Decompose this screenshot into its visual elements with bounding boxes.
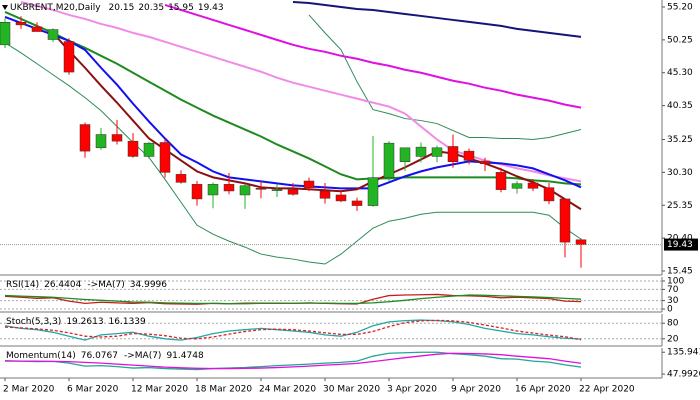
y-tick-label: 50.25	[667, 35, 693, 45]
y-tick-label: 30.30	[667, 168, 693, 178]
series-last-value: 26.4404	[44, 280, 81, 290]
panel-header: Stoch(5,3,3) 19.2613 16.1339	[6, 317, 146, 327]
series-name: ->MA(7)	[124, 351, 161, 361]
panel-header: UKBRENT,M20,Daily 20.15 20.35 15.95 19.43	[10, 3, 224, 13]
candle-body	[447, 146, 459, 162]
series-line	[5, 352, 582, 370]
price-label: 19.43	[667, 240, 693, 250]
candle-body	[303, 180, 315, 188]
candle-body	[431, 147, 443, 157]
candle-body	[511, 183, 523, 189]
y-tick-label: 35.25	[667, 135, 693, 145]
candle-body	[15, 22, 27, 26]
series-line	[4, 11, 582, 186]
series-last-value: 76.0767	[81, 351, 118, 361]
candle-body	[399, 147, 411, 162]
x-tick-label: 24 Mar 2020	[259, 385, 316, 395]
x-tick-label: 16 Apr 2020	[515, 385, 571, 395]
x-tick-label: 6 Mar 2020	[67, 385, 119, 395]
candle-body	[223, 184, 235, 192]
candle-body	[479, 160, 491, 164]
candle-body	[335, 194, 347, 202]
series-name: ->MA(7)	[87, 280, 124, 290]
series-line	[52, 32, 582, 211]
series-line	[4, 42, 582, 265]
series-line	[292, 0, 582, 38]
y-tick-label: 25.35	[667, 201, 693, 211]
series-last-value: 19.2613	[66, 317, 103, 327]
ohlc-value: 19.43	[198, 3, 224, 13]
candle-body	[79, 124, 91, 152]
y-tick-label: 20	[667, 334, 679, 344]
chart-icon	[2, 5, 8, 10]
y-tick-label: 0	[667, 305, 673, 315]
ohlc-value: 20.15	[109, 3, 135, 13]
candle-body	[47, 29, 59, 40]
x-tick-label: 22 Apr 2020	[579, 385, 635, 395]
candle-body	[527, 182, 539, 189]
series-line	[308, 14, 582, 140]
candle-body	[383, 142, 395, 178]
candle-body	[191, 184, 203, 200]
candle-body	[287, 189, 299, 195]
series-line	[4, 319, 582, 341]
candle-body	[63, 41, 75, 73]
candle-body	[207, 184, 219, 196]
y-tick-label: 40.35	[667, 101, 693, 111]
series-line	[4, 319, 582, 341]
panel-header: Momentum(14) 76.0767 ->MA(7) 91.4748	[6, 351, 204, 361]
candle-body	[159, 142, 171, 173]
x-tick-label: 18 Mar 2020	[195, 385, 252, 395]
x-tick-label: 9 Apr 2020	[451, 385, 501, 395]
candle-body	[0, 22, 11, 46]
price-label-box	[664, 238, 698, 251]
candle-body	[239, 185, 251, 196]
candle-body	[367, 177, 379, 206]
candle-body	[127, 140, 139, 157]
candle-body	[255, 188, 267, 190]
candle-body	[143, 142, 155, 157]
candle-body	[95, 134, 107, 149]
panel-title: RSI(14)	[6, 280, 39, 290]
x-tick-label: 30 Mar 2020	[323, 385, 380, 395]
candle-body	[271, 189, 283, 191]
candle-body	[575, 239, 587, 245]
y-tick-label: 70	[667, 285, 679, 295]
candle-body	[463, 150, 475, 161]
candle-body	[175, 174, 187, 183]
panel-title: Momentum(14)	[6, 351, 76, 361]
series-last-value: 91.4748	[166, 351, 203, 361]
series-line	[164, 4, 582, 109]
series-last-value: 34.9996	[130, 280, 167, 290]
ohlc-value: 15.95	[168, 3, 194, 13]
x-tick-label: 12 Mar 2020	[131, 385, 188, 395]
y-tick-label: 55.20	[667, 2, 693, 12]
y-tick-label: 30	[667, 296, 679, 306]
panel-title: UKBRENT,M20,Daily	[10, 3, 101, 13]
candle-body	[319, 190, 331, 199]
x-tick-label: 2 Mar 2020	[3, 385, 55, 395]
candle-body	[559, 198, 571, 243]
panel-header: RSI(14) 26.4404 ->MA(7) 34.9996	[6, 280, 167, 290]
candle-body	[415, 146, 427, 157]
series-line	[4, 351, 582, 371]
panel-title: Stoch(5,3,3)	[6, 317, 61, 327]
y-tick-label: 135.9419	[667, 348, 700, 358]
y-tick-label: 15.45	[667, 267, 693, 277]
ohlc-value: 20.35	[138, 3, 164, 13]
y-tick-label: 47.9926	[667, 370, 700, 380]
y-tick-label: 45.30	[667, 68, 693, 78]
y-tick-label: 80	[667, 319, 679, 329]
candle-body	[495, 172, 507, 190]
x-tick-label: 3 Apr 2020	[387, 385, 437, 395]
candle-body	[111, 134, 123, 142]
y-tick-label: 100	[667, 277, 684, 287]
candle-body	[543, 187, 555, 202]
series-last-value: 16.1339	[109, 317, 146, 327]
series-line	[4, 294, 582, 305]
candle-body	[31, 26, 43, 32]
candle-body	[351, 200, 363, 206]
